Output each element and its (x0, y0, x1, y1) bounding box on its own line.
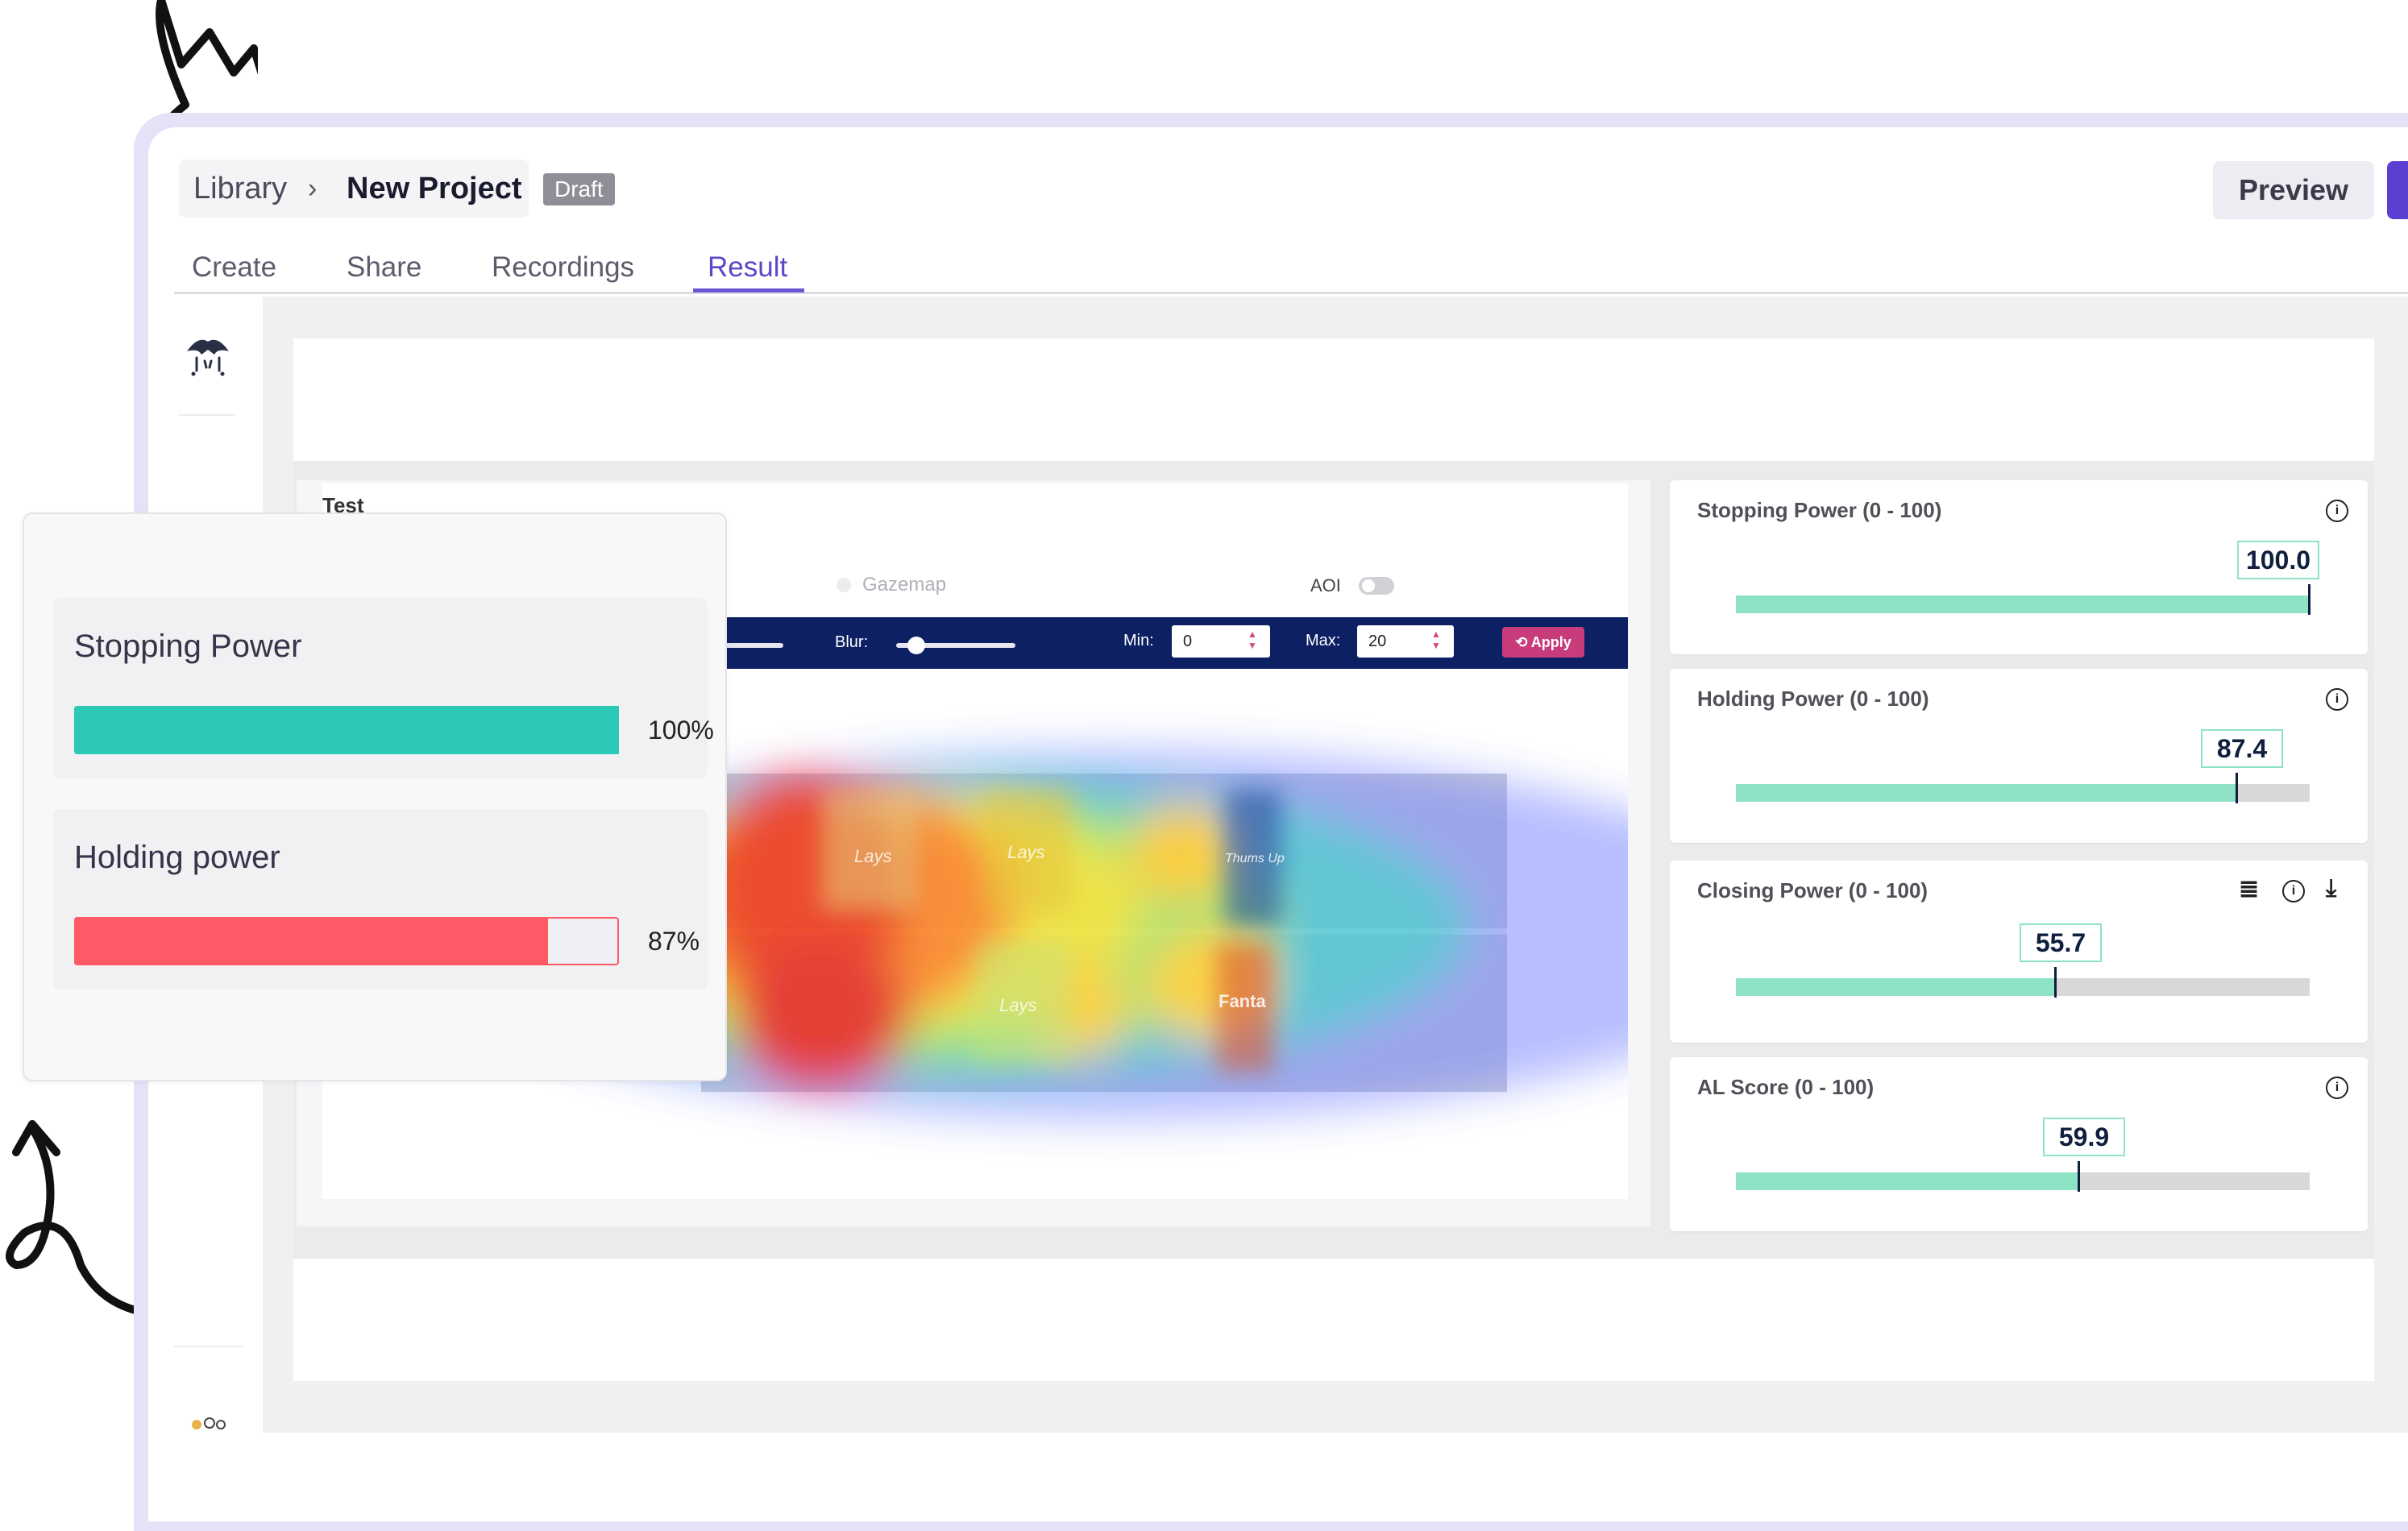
metric-title: Holding Power (0 - 100) (1697, 687, 1929, 711)
metric-marker (2308, 584, 2310, 615)
breadcrumb-library-link[interactable]: Library (193, 172, 288, 205)
min-stepper-icon[interactable]: ▲ ▼ (1248, 629, 1257, 651)
footer-card (293, 1259, 2374, 1381)
min-label: Min: (1123, 632, 1154, 649)
sidebar-divider (174, 1346, 243, 1347)
metric-value: 87.4 (2201, 729, 2283, 768)
metric-title: Stopping Power (0 - 100) (1697, 498, 1942, 522)
report-icon[interactable]: ≣ (2239, 876, 2260, 902)
breadcrumb (179, 160, 529, 218)
popup-score-fill (74, 706, 619, 754)
metric-marker (2078, 1161, 2080, 1192)
shelf-product-label: Lays (1007, 842, 1044, 862)
metric-value: 55.7 (2020, 923, 2102, 962)
arrow-doodle (6, 1120, 173, 1319)
aoi-label: AOI (1310, 575, 1341, 595)
chevron-right-icon: › (308, 173, 318, 204)
info-icon[interactable]: i (2326, 688, 2348, 711)
info-icon[interactable]: i (2326, 1077, 2348, 1099)
min-input[interactable]: 0 (1172, 625, 1270, 658)
metric-fill (1736, 1172, 2079, 1190)
status-badge: Draft (543, 173, 615, 205)
primary-action-button[interactable] (2387, 161, 2408, 219)
blur-label: Blur: (835, 633, 869, 651)
metric-title: AL Score (0 - 100) (1697, 1075, 1875, 1099)
metric-value: 59.9 (2043, 1118, 2125, 1156)
user-avatar-icon[interactable] (185, 1412, 234, 1433)
max-input[interactable]: 20 (1357, 625, 1454, 658)
max-stepper-icon[interactable]: ▲ ▼ (1431, 629, 1441, 651)
popup-score-percent: 87% (648, 927, 700, 956)
metric-marker (2054, 967, 2057, 998)
aoi-toggle-knob (1362, 579, 1375, 592)
popup-score-label: Holding power (74, 840, 280, 875)
gazemap-label: Gazemap (862, 574, 947, 595)
apply-label: Apply (1530, 634, 1571, 650)
summary-card (293, 338, 2374, 461)
download-icon[interactable]: ⤓ (2326, 875, 2337, 902)
tab-share[interactable]: Share (347, 251, 422, 283)
metric-card (1670, 861, 2368, 1043)
shelf-product-label: Lays (854, 846, 891, 866)
metric-fill (1736, 784, 2237, 802)
max-label: Max: (1306, 632, 1341, 649)
bear-logo-icon[interactable] (182, 330, 234, 382)
shelf-product-label: Thums Up (1225, 852, 1285, 865)
blur-slider[interactable] (896, 643, 1015, 648)
metric-card (1670, 1057, 2368, 1231)
blur-slider-handle[interactable] (907, 637, 925, 654)
metric-value: 100.0 (2237, 541, 2319, 579)
active-tab-indicator (693, 288, 804, 293)
tabs-divider (174, 292, 2408, 294)
project-name: New Project (347, 172, 522, 205)
info-icon[interactable]: i (2282, 880, 2305, 902)
tab-recordings[interactable]: Recordings (492, 251, 635, 283)
opacity-slider[interactable] (725, 643, 783, 648)
tab-create[interactable]: Create (192, 251, 277, 283)
sidebar-divider (179, 414, 235, 416)
popup-score-fill (74, 917, 548, 965)
metric-marker (2236, 773, 2238, 803)
preview-button[interactable]: Preview (2213, 161, 2374, 219)
apply-button[interactable]: ⟲ Apply (1502, 627, 1584, 658)
metric-title: Closing Power (0 - 100) (1697, 878, 1928, 902)
gazemap-radio[interactable] (837, 578, 851, 592)
shelf-product-label: Fanta (1219, 991, 1266, 1011)
metric-fill (1736, 595, 2310, 613)
shelf-product-label: Lays (999, 995, 1036, 1015)
refresh-icon: ⟲ (1515, 634, 1531, 650)
popup-score-label: Stopping Power (74, 629, 302, 664)
info-icon[interactable]: i (2326, 500, 2348, 522)
popup-score-percent: 100% (648, 716, 714, 745)
tab-result[interactable]: Result (708, 251, 788, 283)
metric-fill (1736, 978, 2056, 996)
